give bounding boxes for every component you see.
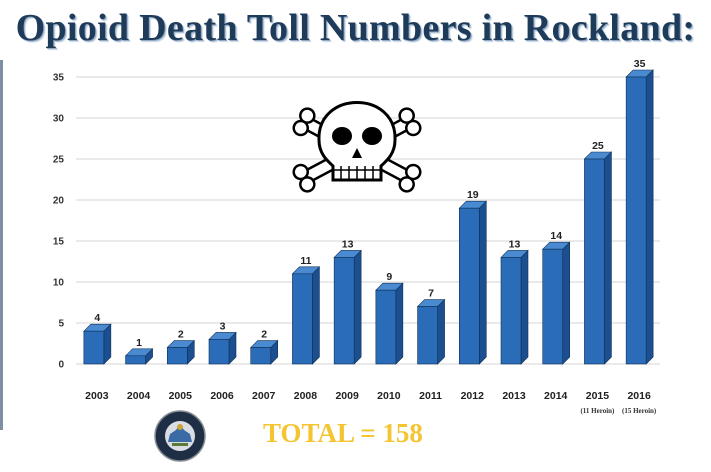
bar xyxy=(83,323,112,365)
x-tick-label: 2013 xyxy=(502,390,526,402)
bar xyxy=(291,266,321,365)
bar xyxy=(500,249,529,365)
chart-title: Opioid Death Toll Numbers in Rockland: xyxy=(15,7,696,49)
bar-side xyxy=(353,249,362,365)
bar xyxy=(208,331,237,365)
data-label: 2 xyxy=(261,329,267,341)
x-tick-label: 2007 xyxy=(252,390,276,402)
x-tick-label: 2003 xyxy=(85,390,109,402)
bar-front xyxy=(500,257,522,365)
y-tick-label: 0 xyxy=(58,360,64,371)
x-tick-label: 2014 xyxy=(544,390,568,402)
bar-front xyxy=(166,347,188,365)
bar-side xyxy=(395,282,404,365)
x-tick-label: 2005 xyxy=(169,390,193,402)
data-label: 19 xyxy=(467,189,479,201)
y-tick-label: 30 xyxy=(53,114,65,125)
bar xyxy=(375,282,404,365)
y-tick-label: 5 xyxy=(58,319,64,330)
bar-front xyxy=(584,158,605,365)
bar-side xyxy=(645,69,654,365)
y-tick-label: 20 xyxy=(53,196,65,207)
data-label: 3 xyxy=(220,320,226,332)
x-tick-label: 2016 xyxy=(627,390,651,402)
data-label: 13 xyxy=(509,238,521,250)
bar xyxy=(416,298,446,365)
x-tick-label: 2015 xyxy=(586,390,610,402)
y-tick-label: 15 xyxy=(53,237,65,248)
left-frame-divider xyxy=(0,60,3,430)
bar-side xyxy=(604,151,612,365)
new-york-state-senate-seal-icon xyxy=(154,410,206,462)
bar xyxy=(458,200,488,365)
bar-front xyxy=(83,330,105,365)
y-tick-label: 10 xyxy=(53,278,65,289)
bar-front xyxy=(250,347,272,365)
bar-front xyxy=(375,289,397,365)
bar xyxy=(333,249,362,365)
data-label: 4 xyxy=(94,312,100,324)
data-label: 35 xyxy=(634,58,646,70)
bar xyxy=(249,339,279,365)
bar-side xyxy=(437,298,445,365)
bar-side xyxy=(562,241,571,365)
x-tick-label: 2004 xyxy=(127,390,151,402)
bar-side xyxy=(520,249,529,365)
x-tick-label: 2006 xyxy=(210,390,234,402)
data-label: 9 xyxy=(386,271,392,283)
data-label: 11 xyxy=(300,255,311,267)
x-tick-label: 2009 xyxy=(335,390,359,402)
x-axis: 2003 2004 2005 2006 2007 2008 2009 2010 2011 2012… xyxy=(85,390,657,415)
skull-and-crossbones-icon xyxy=(292,101,422,193)
bars xyxy=(83,69,654,365)
x-tick-label: 2011 xyxy=(419,390,442,402)
data-label: 7 xyxy=(428,288,434,300)
x-tick-note: (11 Heroin) xyxy=(580,407,615,415)
bar xyxy=(124,348,154,365)
bar-front xyxy=(458,207,480,365)
data-label: 13 xyxy=(342,238,354,250)
total-label: TOTAL = 158 xyxy=(263,418,423,448)
bar-front xyxy=(125,355,146,365)
data-label: 1 xyxy=(136,337,142,349)
bar-front xyxy=(542,248,564,365)
y-axis: 0 5 10 15 20 25 30 35 xyxy=(53,73,65,371)
x-tick-label: 2008 xyxy=(294,390,318,402)
y-tick-label: 35 xyxy=(53,73,65,84)
bar xyxy=(583,151,613,365)
bar xyxy=(166,339,196,365)
x-tick-note: (15 Heroin) xyxy=(622,407,657,415)
data-label: 14 xyxy=(550,230,562,242)
bar-side xyxy=(312,266,320,365)
bar-front xyxy=(625,76,647,365)
y-tick-label: 25 xyxy=(53,155,65,166)
data-labels: 4 1 2 3 2 11 13 9 7 19 13 14 25 35 xyxy=(94,58,645,349)
data-label: 25 xyxy=(592,140,604,152)
bar xyxy=(541,241,571,365)
bar-front xyxy=(417,306,438,365)
bar-side xyxy=(478,200,487,365)
x-tick-label: 2012 xyxy=(461,390,485,402)
bar-front xyxy=(333,257,355,365)
bar-front xyxy=(208,339,230,365)
bar-front xyxy=(292,273,313,365)
x-tick-label: 2010 xyxy=(377,390,401,402)
data-label: 2 xyxy=(178,329,184,341)
bar xyxy=(625,69,654,365)
